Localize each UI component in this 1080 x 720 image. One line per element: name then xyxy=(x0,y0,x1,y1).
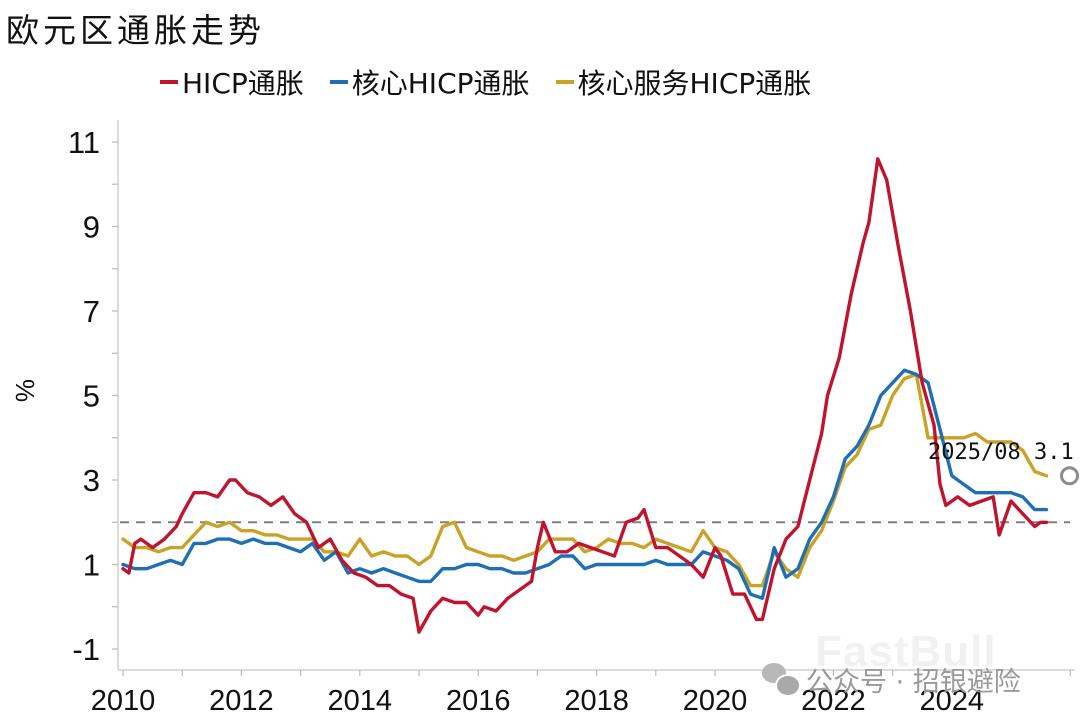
series-line-0 xyxy=(121,157,1049,634)
y-tick-label: 1 xyxy=(83,548,100,583)
legend-item-hicp: HICP通胀 xyxy=(160,62,304,102)
y-tick-label: 3 xyxy=(83,463,100,498)
legend-item-core-services-hicp: 核心服务HICP通胀 xyxy=(555,62,812,102)
x-tick-label: 2020 xyxy=(683,685,748,717)
legend-swatch-hicp-icon xyxy=(160,80,178,84)
legend-item-core-hicp: 核心HICP通胀 xyxy=(329,62,530,102)
y-tick-label: 5 xyxy=(83,379,100,414)
watermark-brand: FastBull xyxy=(815,627,997,676)
series-line-2 xyxy=(121,372,1049,588)
legend-swatch-core-services-icon xyxy=(555,80,574,84)
series-line-1 xyxy=(121,368,1049,600)
watermark-wechat: 公众号 · 招银避险 xyxy=(762,660,1021,699)
x-tick-label: 2022 xyxy=(801,685,866,717)
legend-label-core-services-hicp: 核心服务HICP通胀 xyxy=(577,67,812,100)
watermark-wechat-text: 公众号 · 招银避险 xyxy=(806,667,1021,698)
y-tick-label: -1 xyxy=(72,632,100,667)
x-tick-label: 2010 xyxy=(91,685,156,717)
legend-swatch-core-hicp-icon xyxy=(329,80,348,84)
y-tick-label: 9 xyxy=(83,210,100,245)
annotation-label: 2025/08 3.1 xyxy=(928,440,1074,465)
annotation-marker-icon xyxy=(1060,466,1080,486)
chart-legend: HICP通胀 核心HICP通胀 核心服务HICP通胀 xyxy=(160,62,811,102)
legend-label-hicp: HICP通胀 xyxy=(182,67,304,100)
x-tick-label: 2018 xyxy=(564,685,629,717)
legend-label-core-hicp: 核心HICP通胀 xyxy=(351,67,530,100)
wechat-icon xyxy=(762,662,801,697)
chart-title: 欧元区通胀走势 xyxy=(6,11,265,50)
y-tick-label: 7 xyxy=(83,294,100,329)
x-tick-label: 2024 xyxy=(920,685,985,717)
x-tick-label: 2012 xyxy=(209,685,274,717)
x-tick-label: 2014 xyxy=(328,685,393,717)
x-tick-label: 2016 xyxy=(446,685,511,717)
y-tick-label: 11 xyxy=(68,125,100,160)
